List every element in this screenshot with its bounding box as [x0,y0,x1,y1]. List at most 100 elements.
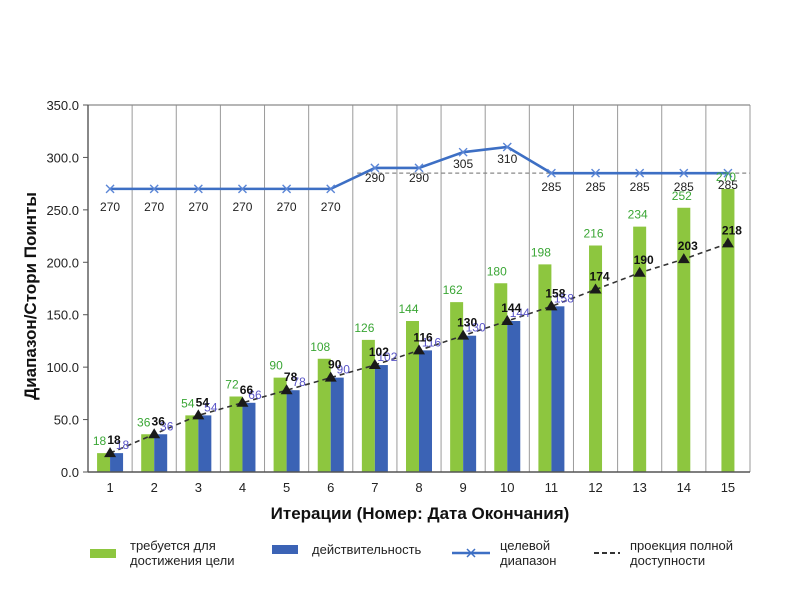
data-label-target: 285 [630,180,650,194]
point-projection [457,329,470,340]
point-target [237,184,247,194]
data-label-target: 285 [541,180,561,194]
legend-swatch-required [90,548,116,558]
bar-required [317,358,331,472]
bar-required [97,453,111,472]
data-label-target: 270 [100,200,120,214]
data-label-actual: 116 [422,335,441,349]
y-tick-label: 150.0 [46,308,79,323]
point-projection [192,409,205,420]
x-tick-label: 1 [106,480,113,495]
data-label-target: 270 [321,200,341,214]
x-tick-label: 7 [371,480,378,495]
point-projection [236,396,249,407]
bar-actual [463,335,477,472]
point-projection [545,300,558,311]
data-label-actual: 144 [510,306,530,320]
data-label-target: 270 [188,200,208,214]
bar-actual [198,415,212,472]
burnup-chart: 1836547290108126144162180198216234252270… [21,98,751,523]
data-label-projection: 36 [152,414,166,428]
bar-required [229,396,243,472]
bar-required [589,245,603,472]
x-tick-label: 12 [588,480,602,495]
data-label-projection: 203 [678,239,698,253]
legend-label-target: целевой диапазон [500,538,557,568]
bar-actual [330,377,344,472]
point-projection [721,237,734,248]
data-label-actual: 90 [337,363,351,377]
y-tick-label: 0.0 [61,465,79,480]
point-projection [148,428,161,439]
data-label-projection: 144 [501,301,521,315]
data-label-projection: 78 [284,370,298,384]
data-label-projection: 18 [107,433,121,447]
data-label-target: 285 [586,180,606,194]
point-target [591,168,601,178]
data-label-required: 18 [93,434,107,448]
x-axis-label: Итерации (Номер: Дата Окончания) [271,504,570,523]
bar-required [633,226,647,472]
bar-actual [507,321,521,472]
x-tick-label: 6 [327,480,334,495]
x-tick-label: 15 [721,480,735,495]
y-tick-label: 250.0 [46,203,79,218]
point-target [723,168,733,178]
data-label-required: 108 [310,340,330,354]
y-tick-label: 300.0 [46,150,79,165]
data-label-actual: 36 [160,419,174,433]
point-projection [501,315,514,326]
legend-swatch-target [452,548,490,558]
point-target [458,147,468,157]
data-label-required: 216 [584,227,604,241]
x-tick-label: 5 [283,480,290,495]
data-label-target: 270 [144,200,164,214]
x-tick-label: 10 [500,480,514,495]
point-target [149,184,159,194]
legend-label-projection: проекция полной доступности [630,538,734,568]
bars [97,188,735,472]
bar-actual [374,365,388,472]
bar-actual [154,434,168,472]
data-label-projection: 116 [413,330,433,344]
x-tick-label: 2 [151,480,158,495]
x-tick-label: 3 [195,480,202,495]
bar-required [406,321,419,472]
point-projection [677,253,690,264]
legend-item-target: целевой диапазон [452,538,556,568]
data-label-required: 252 [672,189,692,203]
data-label-target: 290 [365,171,385,185]
data-label-required: 180 [487,264,507,278]
data-label-projection: 158 [545,286,565,300]
x-tick-label: 9 [460,480,467,495]
point-target [282,184,292,194]
point-target [193,184,203,194]
bar-required [494,283,508,472]
data-label-projection: 130 [457,316,477,330]
data-label-projection: 66 [240,383,254,397]
bar-required [141,434,155,472]
data-label-required: 54 [181,396,195,410]
x-tick-label: 4 [239,480,246,495]
data-label-required: 162 [443,283,463,297]
bar-required [538,264,552,472]
data-label-required: 90 [269,359,283,373]
point-target [370,163,380,173]
point-target [679,168,689,178]
point-target [105,184,115,194]
data-label-projection: 90 [328,358,342,372]
target-line-layer [105,142,733,194]
point-projection [280,384,293,395]
data-label-required: 198 [531,245,551,259]
legend-item-projection: проекция полной доступности [594,538,733,568]
bar-required [721,188,735,472]
bar-required [185,415,199,472]
data-label-required: 72 [225,378,239,392]
x-tick-label: 13 [632,480,646,495]
data-label-projection: 174 [590,270,610,284]
y-tick-label: 350.0 [46,98,79,113]
data-label-target: 285 [718,178,738,192]
data-label-required: 36 [137,415,151,429]
bar-required [450,302,464,472]
data-label-projection: 54 [196,395,210,409]
